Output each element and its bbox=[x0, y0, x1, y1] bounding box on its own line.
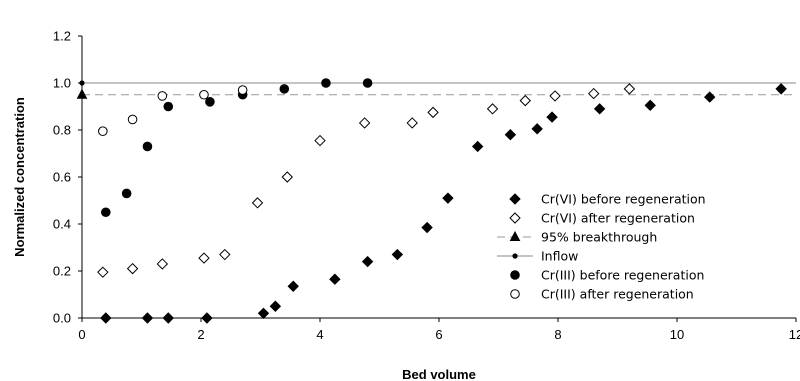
y-tick-label: 1.2 bbox=[53, 29, 71, 44]
cr-vi-before-regeneration-point bbox=[531, 123, 543, 135]
cr-iii-before-regeneration-point bbox=[205, 97, 215, 107]
legend-marker bbox=[510, 270, 520, 280]
cr-vi-after-regeneration-point bbox=[587, 87, 600, 100]
cr-vi-after-regeneration-point bbox=[219, 248, 231, 261]
data-points bbox=[76, 78, 787, 324]
legend-marker bbox=[509, 230, 521, 241]
cr-vi-after-regeneration-point bbox=[281, 171, 293, 183]
cr-vi-after-regeneration-point bbox=[97, 266, 109, 278]
legend-marker bbox=[509, 212, 521, 224]
95-breakthrough-point bbox=[76, 88, 88, 99]
cr-vi-after-regeneration-point bbox=[406, 117, 418, 129]
cr-iii-before-regeneration-point bbox=[163, 101, 174, 112]
legend-marker bbox=[509, 193, 521, 205]
x-tick-label: 10 bbox=[670, 327, 684, 342]
x-tick-label: 0 bbox=[78, 327, 85, 342]
cr-iii-before-regeneration-point bbox=[121, 188, 132, 199]
y-tick-label: 0.8 bbox=[53, 123, 71, 138]
cr-vi-after-regeneration-point bbox=[358, 117, 371, 129]
cr-vi-before-regeneration-point bbox=[287, 280, 299, 292]
cr-vi-before-regeneration-point bbox=[421, 221, 433, 234]
cr-iii-before-regeneration-point bbox=[362, 78, 373, 88]
cr-vi-before-regeneration-point bbox=[471, 140, 484, 153]
legend-label: Cr(VI) before regeneration bbox=[541, 192, 706, 207]
cr-iii-after-regeneration-point bbox=[98, 126, 108, 136]
x-tick-label: 2 bbox=[197, 327, 204, 342]
cr-iii-after-regeneration-point bbox=[157, 91, 168, 101]
cr-vi-before-regeneration-point bbox=[391, 248, 404, 261]
cr-iii-after-regeneration-point bbox=[127, 114, 138, 125]
cr-iii-before-regeneration-point bbox=[142, 141, 153, 152]
cr-vi-after-regeneration-point bbox=[623, 83, 636, 95]
cr-vi-after-regeneration-point bbox=[427, 106, 439, 119]
cr-vi-after-regeneration-point bbox=[126, 262, 139, 275]
legend-label: 95% breakthrough bbox=[541, 230, 657, 245]
cr-vi-after-regeneration-point bbox=[549, 90, 561, 102]
cr-vi-before-regeneration-point bbox=[593, 103, 606, 115]
x-tick-label: 4 bbox=[316, 327, 323, 342]
cr-iii-before-regeneration-point bbox=[321, 78, 331, 88]
y-tick-labels: 0.0 0.2 0.4 0.6 0.8 1.0 1.2 bbox=[53, 29, 82, 326]
legend-marker bbox=[512, 253, 518, 259]
cr-vi-before-regeneration-point bbox=[269, 300, 282, 312]
cr-iii-after-regeneration-point bbox=[237, 85, 248, 95]
x-tick-label: 6 bbox=[435, 327, 442, 342]
cr-vi-before-regeneration-point bbox=[704, 91, 716, 103]
legend-label: Cr(VI) after regeneration bbox=[541, 211, 695, 226]
cr-vi-after-regeneration-point bbox=[198, 252, 210, 264]
cr-vi-before-regeneration-point bbox=[100, 312, 112, 324]
cr-vi-before-regeneration-point bbox=[201, 312, 213, 324]
cr-vi-before-regeneration-point bbox=[504, 128, 517, 141]
y-tick-label: 1.0 bbox=[53, 76, 71, 91]
legend-marker bbox=[510, 289, 520, 299]
y-tick-label: 0.2 bbox=[53, 264, 71, 279]
x-tick-label: 8 bbox=[554, 327, 561, 342]
reference-lines bbox=[82, 82, 796, 96]
cr-vi-after-regeneration-point bbox=[156, 258, 169, 270]
cr-iii-before-regeneration-point bbox=[101, 207, 111, 218]
y-axis-title: Normalized concentration bbox=[12, 97, 27, 257]
cr-vi-after-regeneration-point bbox=[519, 94, 531, 107]
cr-vi-after-regeneration-point bbox=[314, 134, 326, 147]
cr-vi-before-regeneration-point bbox=[162, 312, 174, 324]
y-tick-label: 0.6 bbox=[53, 170, 71, 185]
legend-label: Inflow bbox=[541, 249, 578, 264]
cr-vi-before-regeneration-point bbox=[257, 307, 270, 320]
legend-label: Cr(III) before regeneration bbox=[541, 268, 704, 283]
legend-label: Cr(III) after regeneration bbox=[541, 287, 694, 302]
cr-vi-before-regeneration-point bbox=[644, 99, 656, 112]
cr-vi-before-regeneration-point bbox=[442, 192, 454, 204]
cr-vi-before-regeneration-point bbox=[141, 312, 154, 324]
cr-iii-before-regeneration-point bbox=[279, 84, 290, 94]
y-tick-label: 0.0 bbox=[53, 311, 71, 326]
cr-vi-before-regeneration-point bbox=[546, 111, 558, 123]
legend: Cr(VI) before regeneration Cr(VI) after r… bbox=[497, 192, 706, 302]
cr-vi-before-regeneration-point bbox=[775, 83, 787, 95]
x-axis-title: Bed volume bbox=[402, 367, 476, 381]
x-tick-label: 12 bbox=[789, 327, 800, 342]
y-tick-label: 0.4 bbox=[53, 217, 71, 232]
cr-vi-before-regeneration-point bbox=[361, 255, 374, 268]
cr-iii-after-regeneration-point bbox=[199, 89, 209, 100]
inflow-point bbox=[79, 80, 85, 86]
cr-vi-after-regeneration-point bbox=[486, 103, 499, 115]
x-tick-labels: 0 2 4 6 8 10 12 bbox=[78, 318, 800, 342]
cr-vi-after-regeneration-point bbox=[251, 197, 264, 209]
cr-vi-before-regeneration-point bbox=[329, 273, 341, 285]
